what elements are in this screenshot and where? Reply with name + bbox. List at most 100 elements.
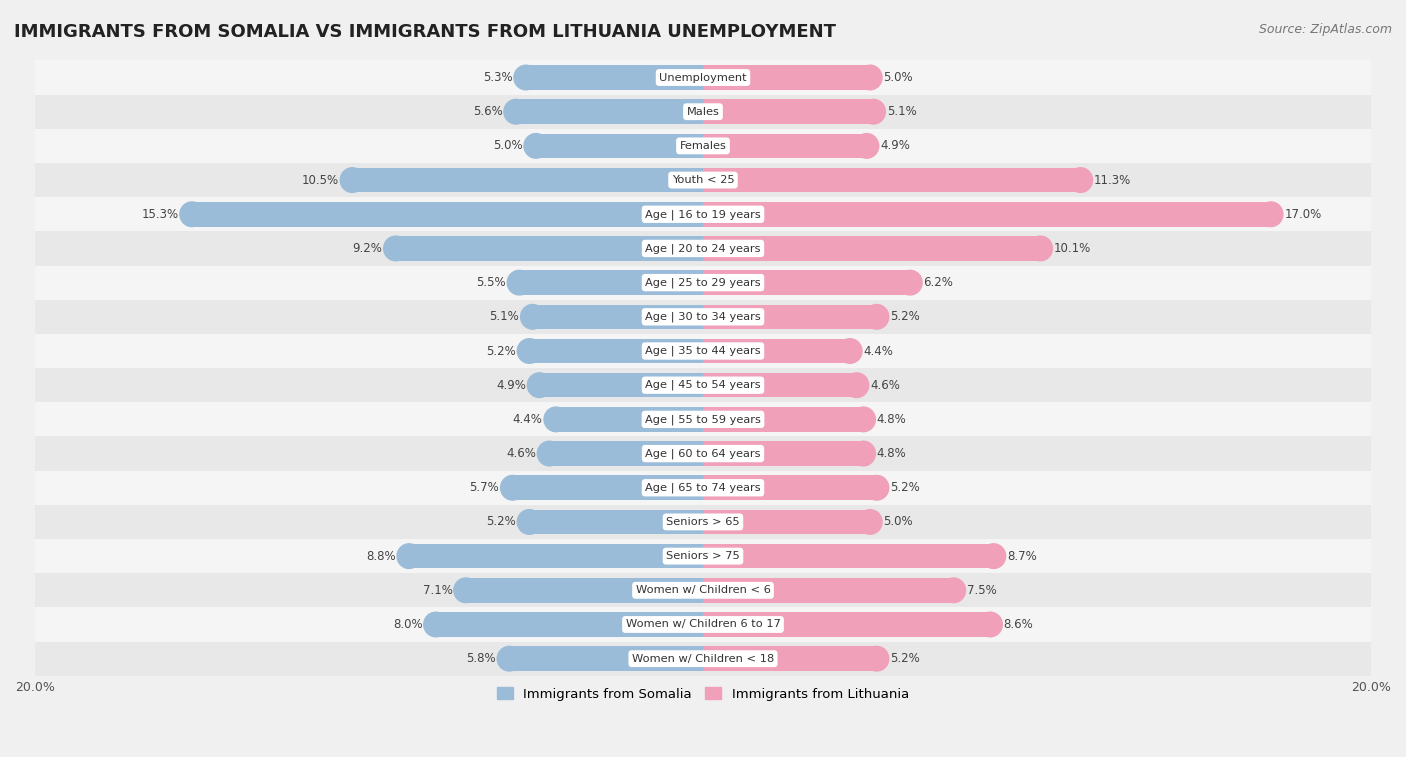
Bar	[193, 202, 703, 226]
Bar	[35, 437, 1371, 471]
Text: Age | 55 to 59 years: Age | 55 to 59 years	[645, 414, 761, 425]
Text: Males: Males	[686, 107, 720, 117]
Bar	[35, 402, 1371, 437]
Text: 5.6%: 5.6%	[472, 105, 502, 118]
Circle shape	[498, 646, 522, 671]
Circle shape	[517, 509, 541, 534]
Text: 6.2%: 6.2%	[924, 276, 953, 289]
Bar	[703, 304, 877, 329]
Text: 5.0%: 5.0%	[883, 516, 912, 528]
Bar	[703, 270, 910, 295]
Circle shape	[851, 407, 876, 431]
Circle shape	[544, 407, 568, 431]
Bar	[35, 129, 1371, 163]
Text: 5.8%: 5.8%	[467, 653, 496, 665]
Bar	[703, 236, 1040, 260]
Bar	[353, 168, 703, 192]
Bar	[703, 65, 870, 90]
Bar	[703, 441, 863, 466]
Text: 11.3%: 11.3%	[1094, 173, 1130, 186]
Bar	[35, 607, 1371, 642]
Bar	[35, 539, 1371, 573]
Bar	[703, 202, 1271, 226]
Text: 8.6%: 8.6%	[1004, 618, 1033, 631]
Text: 5.1%: 5.1%	[489, 310, 519, 323]
Bar	[703, 612, 990, 637]
Bar	[395, 236, 703, 260]
Circle shape	[1028, 236, 1053, 260]
Bar	[35, 642, 1371, 676]
Bar	[526, 65, 703, 90]
Bar	[35, 197, 1371, 232]
Text: Women w/ Children 6 to 17: Women w/ Children 6 to 17	[626, 619, 780, 630]
Bar	[35, 505, 1371, 539]
Text: 4.4%: 4.4%	[513, 413, 543, 426]
Circle shape	[979, 612, 1002, 637]
Text: Age | 60 to 64 years: Age | 60 to 64 years	[645, 448, 761, 459]
Bar	[35, 266, 1371, 300]
Text: Age | 25 to 29 years: Age | 25 to 29 years	[645, 277, 761, 288]
Text: Unemployment: Unemployment	[659, 73, 747, 83]
Text: Age | 35 to 44 years: Age | 35 to 44 years	[645, 346, 761, 357]
Circle shape	[865, 304, 889, 329]
Text: 5.0%: 5.0%	[883, 71, 912, 84]
Bar	[35, 334, 1371, 368]
Bar	[703, 133, 866, 158]
Text: 4.8%: 4.8%	[877, 413, 907, 426]
Circle shape	[501, 475, 524, 500]
Bar	[529, 509, 703, 534]
Bar	[35, 232, 1371, 266]
Circle shape	[1258, 202, 1282, 226]
Bar	[35, 163, 1371, 197]
Text: Youth < 25: Youth < 25	[672, 175, 734, 185]
Bar	[550, 441, 703, 466]
Text: 5.2%: 5.2%	[890, 653, 920, 665]
Text: 15.3%: 15.3%	[142, 207, 179, 221]
Bar	[703, 646, 877, 671]
Circle shape	[524, 133, 548, 158]
Bar	[533, 304, 703, 329]
Bar	[35, 471, 1371, 505]
Text: 8.0%: 8.0%	[392, 618, 422, 631]
Text: 7.1%: 7.1%	[423, 584, 453, 597]
Bar	[35, 573, 1371, 607]
Text: 5.2%: 5.2%	[890, 481, 920, 494]
Circle shape	[858, 65, 882, 90]
Text: Age | 45 to 54 years: Age | 45 to 54 years	[645, 380, 761, 391]
Text: 4.4%: 4.4%	[863, 344, 893, 357]
Text: 4.9%: 4.9%	[496, 378, 526, 391]
Bar	[703, 99, 873, 124]
Bar	[703, 544, 994, 569]
Bar	[465, 578, 703, 603]
Bar	[536, 133, 703, 158]
Bar	[540, 373, 703, 397]
Text: 5.7%: 5.7%	[470, 481, 499, 494]
Circle shape	[508, 270, 531, 295]
Bar	[703, 338, 851, 363]
Text: Source: ZipAtlas.com: Source: ZipAtlas.com	[1258, 23, 1392, 36]
Circle shape	[454, 578, 478, 603]
Circle shape	[396, 544, 420, 569]
Text: 5.5%: 5.5%	[477, 276, 506, 289]
Circle shape	[520, 304, 544, 329]
Text: Age | 20 to 24 years: Age | 20 to 24 years	[645, 243, 761, 254]
Circle shape	[858, 509, 882, 534]
Text: 17.0%: 17.0%	[1284, 207, 1322, 221]
Bar	[703, 578, 953, 603]
Circle shape	[537, 441, 561, 466]
Text: 8.7%: 8.7%	[1007, 550, 1036, 562]
Text: Age | 16 to 19 years: Age | 16 to 19 years	[645, 209, 761, 220]
Bar	[35, 368, 1371, 402]
Bar	[519, 270, 703, 295]
Circle shape	[180, 202, 204, 226]
Text: 5.3%: 5.3%	[484, 71, 513, 84]
Circle shape	[340, 168, 364, 192]
Bar	[35, 61, 1371, 95]
Circle shape	[1069, 168, 1092, 192]
Bar	[35, 300, 1371, 334]
Text: Seniors > 65: Seniors > 65	[666, 517, 740, 527]
Bar	[703, 475, 877, 500]
Text: 9.2%: 9.2%	[353, 242, 382, 255]
Circle shape	[865, 475, 889, 500]
Bar	[703, 407, 863, 431]
